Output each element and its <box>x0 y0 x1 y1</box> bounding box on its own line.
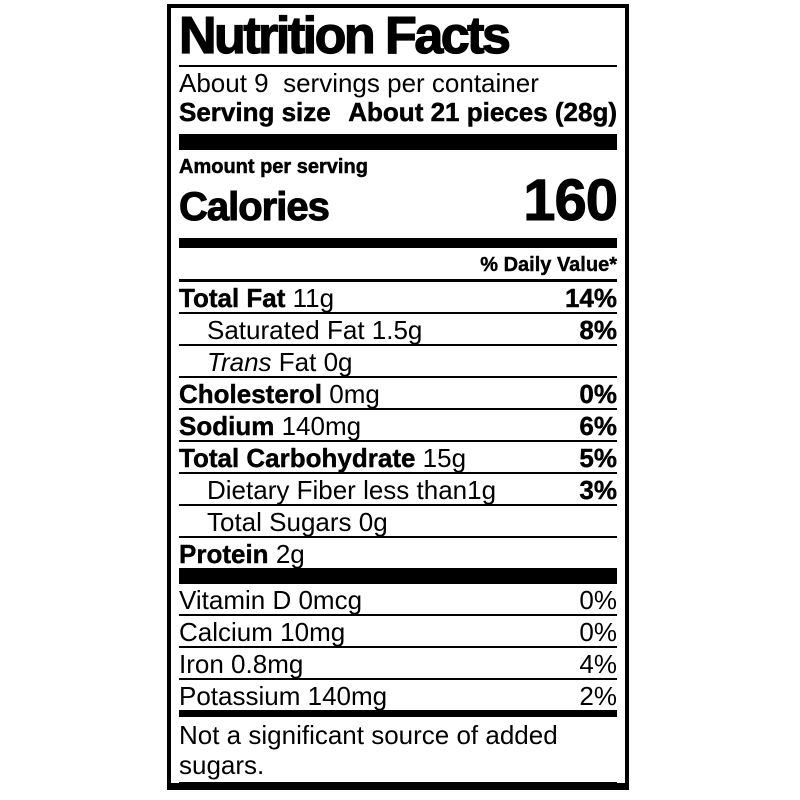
vitamin-name: Iron <box>179 649 224 679</box>
nutrient-name: Total Sugars <box>207 507 352 537</box>
nutrient-row-sodium: Sodium 140mg 6% <box>179 410 617 442</box>
nutrient-amount: less than1g <box>363 475 497 505</box>
serving-size-value: About 21 pieces (28g) <box>348 97 617 127</box>
amount-per-serving-label: Amount per serving <box>179 156 368 179</box>
insignificant-source-note: Not a significant source of added sugars… <box>179 717 617 783</box>
nutrient-amount: 0g <box>358 507 388 537</box>
nutrient-amount: 15g <box>422 443 467 473</box>
nutrient-dv: 14% <box>564 283 617 313</box>
vitamin-name: Vitamin D <box>179 585 292 615</box>
vitamin-amount: 0mcg <box>298 585 363 615</box>
calories-row: Calories 160 <box>179 168 619 233</box>
nutrient-name-italic: Trans <box>207 347 272 377</box>
nutrient-amount: 1.5g <box>371 315 423 345</box>
nutrient-row-total-sugars: Total Sugars 0g <box>179 506 617 538</box>
vitamin-dv: 2% <box>579 681 617 711</box>
vitamin-row-iron: Iron 0.8mg 4% <box>179 648 617 680</box>
title-rule <box>179 65 617 67</box>
servings-per-container: About 9 servings per container <box>179 68 539 98</box>
serving-size-label: Serving size <box>179 97 331 127</box>
vitamin-amount: 10mg <box>280 617 346 647</box>
nutrient-row-protein: Protein 2g <box>179 538 617 568</box>
nutrient-name: Dietary Fiber <box>207 475 356 505</box>
nutrition-facts-label: Nutrition Facts About 9 servings per con… <box>167 4 629 790</box>
nutrient-amount: 140mg <box>281 411 362 441</box>
nutrient-row-saturated-fat: Saturated Fat 1.5g 8% <box>179 314 617 346</box>
nutrient-dv: 8% <box>579 315 617 345</box>
nutrient-row-trans-fat: Trans Fat 0g <box>179 346 617 378</box>
divider-bar-thick <box>179 568 617 584</box>
nutrient-amount: 11g <box>292 283 335 313</box>
daily-value-header: % Daily Value* <box>179 248 617 282</box>
nutrient-amount: 2g <box>275 539 305 569</box>
nutrient-name: Total Carbohydrate <box>179 443 416 473</box>
divider-bar-thin <box>179 710 617 717</box>
vitamin-amount: 0.8mg <box>231 649 304 679</box>
nutrient-name: Saturated Fat <box>207 315 365 345</box>
vitamin-row-vitamin-d: Vitamin D 0mcg 0% <box>179 584 617 616</box>
vitamin-dv: 4% <box>579 649 617 679</box>
nutrient-name: Protein <box>179 539 269 569</box>
nutrient-amount: 0mg <box>329 379 380 409</box>
nutrient-row-total-fat: Total Fat 11g 14% <box>179 282 617 314</box>
nutrient-amount: 0g <box>323 347 353 377</box>
divider-bar-thick <box>179 134 617 150</box>
calories-value: 160 <box>523 168 619 233</box>
vitamin-row-calcium: Calcium 10mg 0% <box>179 616 617 648</box>
nutrient-name: Sodium <box>179 411 275 441</box>
nutrient-row-cholesterol: Cholesterol 0mg 0% <box>179 378 617 410</box>
nutrient-dv: 6% <box>579 411 617 441</box>
nutrient-row-dietary-fiber: Dietary Fiber less than1g 3% <box>179 474 617 506</box>
nutrient-name: Cholesterol <box>179 379 323 409</box>
divider-bar-medium <box>179 238 617 248</box>
vitamin-amount: 140mg <box>307 681 388 711</box>
nutrition-facts-title: Nutrition Facts <box>178 7 511 65</box>
nutrient-dv: 3% <box>579 475 617 505</box>
nutrient-dv: 0% <box>579 379 617 409</box>
vitamin-row-potassium: Potassium 140mg 2% <box>179 680 617 710</box>
vitamin-dv: 0% <box>579 617 617 647</box>
nutrient-name: Total Fat <box>179 283 286 313</box>
nutrient-name: Fat <box>278 347 317 377</box>
vitamin-dv: 0% <box>579 585 617 615</box>
vitamin-name: Calcium <box>179 617 273 647</box>
serving-size-row: Serving size About 21 pieces (28g) <box>179 97 617 127</box>
vitamin-name: Potassium <box>179 681 301 711</box>
calories-label: Calories <box>179 185 331 230</box>
nutrient-dv: 5% <box>579 443 617 473</box>
nutrient-row-total-carbohydrate: Total Carbohydrate 15g 5% <box>179 442 617 474</box>
